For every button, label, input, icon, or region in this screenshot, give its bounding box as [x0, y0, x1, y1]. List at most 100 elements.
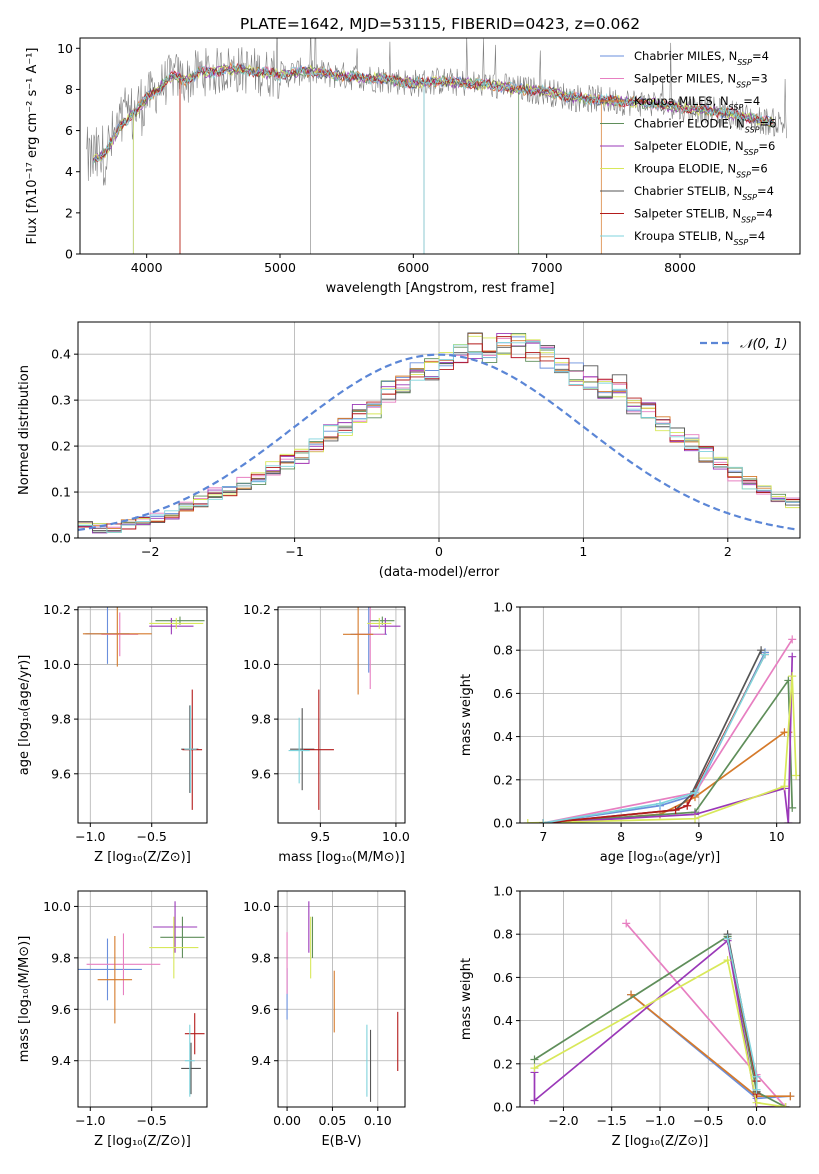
weight-vs-metallicity-panel: −2.0 −1.5 −1.0 −0.5 0.0 0.0 0.2 0.4 0.6 0.8 1.0 Z […: [459, 884, 801, 1149]
axes-frame: [77, 606, 208, 824]
y-tick-label: 9.4: [51, 1053, 71, 1068]
model-spectrum-line: [93, 62, 774, 254]
weight-marker: [761, 650, 769, 659]
model-spectrum-line: [92, 62, 774, 254]
y-tick-label: 0.4: [493, 729, 513, 744]
axes: −2 −1 0 1 2 0.0 0.1 0.2 0.3 0.4 (data-model)/error…: [17, 321, 801, 580]
data-point: [149, 617, 204, 629]
weight-marker: [691, 814, 699, 823]
y-tick-label: 0.8: [493, 927, 513, 942]
legend-entry: 𝒩(0, 1): [740, 337, 787, 352]
y-tick-label: 0.0: [51, 531, 71, 546]
data-point: [149, 617, 194, 635]
axes: 0.00 0.05 0.10 9.4 9.6 9.8 10.0 E(B-V): [243, 890, 406, 1149]
legend: 𝒩(0, 1): [700, 337, 787, 352]
weight-line: [543, 731, 789, 823]
weight-marker: [671, 806, 680, 815]
plot-area: [86, 38, 787, 254]
weight-marker: [622, 919, 631, 928]
legend-entry: Chabrier STELIB, NSSP=4: [634, 184, 774, 202]
x-tick-label: −1.0: [645, 1113, 675, 1128]
y-tick-label: 10.0: [243, 899, 271, 914]
y-tick-label: 9.8: [251, 950, 271, 965]
grid-lines: [278, 607, 405, 823]
y-axis-label: Flux [fλ10⁻¹⁷ erg cm⁻² s⁻¹ A⁻¹]: [25, 48, 40, 245]
x-tick-label: −2.0: [548, 1113, 578, 1128]
x-tick-label: 6000: [397, 260, 429, 275]
axes: −2.0 −1.5 −1.0 −0.5 0.0 0.0 0.2 0.4 0.6 0.8 1.0 Z […: [459, 884, 801, 1149]
legend: Chabrier MILES, NSSP=4 Salpeter MILES, NS…: [600, 49, 776, 247]
x-tick-label: 9: [695, 829, 703, 844]
x-axis-label: mass [log₁₀(M/M⊙)]: [278, 850, 405, 865]
x-tick-label: 2: [724, 544, 732, 559]
y-tick-label: 0.0: [493, 1100, 513, 1115]
figure-title: PLATE=1642, MJD=53115, FIBERID=0423, z=0…: [240, 15, 640, 33]
y-tick-label: 9.8: [251, 712, 271, 727]
y-tick-label: 0.3: [51, 393, 71, 408]
legend-entry: Salpeter MILES, NSSP=3: [634, 72, 768, 90]
axes: 9.5 10.0 9.6 9.8 10.0 10.2 mass [log₁₀(M/M⊙)]: [243, 602, 410, 865]
x-tick-label: 0: [435, 544, 443, 559]
x-tick-label: −1: [285, 544, 303, 559]
y-tick-label: 10: [57, 41, 73, 56]
weight-vs-age-panel: 7 8 9 10 0.0 0.2 0.4 0.6 0.8 1.0 age [log₁₀(age/yr…: [459, 600, 801, 865]
weight-marker: [788, 672, 797, 681]
y-tick-label: 0.4: [493, 1013, 513, 1028]
y-axis-label: age [log₁₀(age/yr)]: [17, 655, 32, 776]
x-tick-label: −0.5: [693, 1113, 723, 1128]
weight-marker: [784, 819, 793, 823]
data-point: [303, 689, 334, 810]
data-point: [184, 705, 197, 793]
weight-marker: [792, 771, 800, 780]
age-vs-metallicity-panel: −1.0 −0.5 9.6 9.8 10.0 10.2 Z [log₁₀(Z/Z⊙)] age…: [17, 602, 208, 865]
x-axis-label: Z [log₁₀(Z/Z⊙)]: [612, 1134, 709, 1149]
y-tick-label: 10.0: [43, 657, 71, 672]
y-tick-label: 8: [65, 82, 73, 97]
weight-line: [543, 652, 766, 823]
plot-area: [523, 635, 800, 823]
y-axis-label: mass [log₁₀(M/M⊙)]: [17, 936, 32, 1063]
axes: −1.0 −0.5 9.6 9.8 10.0 10.2 Z [log₁₀(Z/Z⊙)] age…: [17, 602, 208, 865]
y-tick-label: 0.1: [51, 485, 71, 500]
legend-entry: Kroupa STELIB, NSSP=4: [634, 229, 765, 247]
x-tick-label: −1.0: [75, 1113, 105, 1128]
weight-marker: [788, 635, 797, 644]
data-point: [367, 617, 392, 629]
y-tick-label: 0.8: [493, 643, 513, 658]
weight-line: [543, 654, 766, 823]
grid-lines: [278, 891, 405, 1107]
y-tick-label: 4: [65, 164, 73, 179]
plot-area: [288, 607, 401, 810]
data-point: [370, 617, 401, 635]
x-tick-label: 1: [579, 544, 587, 559]
x-axis-label: Z [log₁₀(Z/Z⊙)]: [94, 1134, 191, 1149]
y-axis-label: mass weight: [459, 674, 474, 756]
x-tick-label: 5000: [264, 260, 296, 275]
data-point: [86, 933, 161, 996]
data-point: [152, 901, 198, 953]
x-axis-label: E(B-V): [321, 1134, 361, 1149]
x-axis-label: (data-model)/error: [379, 565, 500, 580]
data-point: [184, 1013, 205, 1055]
weight-line: [630, 994, 791, 1100]
data-point: [184, 1024, 195, 1097]
weight-marker: [683, 801, 692, 810]
data-point: [181, 1042, 201, 1095]
y-tick-label: 0.6: [493, 970, 513, 985]
legend-entry: Salpeter STELIB, NSSP=4: [634, 207, 773, 225]
y-tick-label: 9.8: [51, 712, 71, 727]
legend-entry: Chabrier MILES, NSSP=4: [634, 49, 769, 67]
data-point: [288, 717, 310, 784]
data-point: [149, 916, 199, 979]
axes-frame: [277, 606, 406, 824]
data-point: [343, 607, 374, 695]
weight-marker: [691, 788, 699, 797]
x-tick-label: 10.0: [382, 829, 410, 844]
axes-frame: [277, 890, 406, 1108]
x-tick-label: 0.0: [747, 1113, 767, 1128]
weight-marker: [523, 819, 532, 823]
y-tick-label: 0.0: [493, 816, 513, 831]
y-tick-label: 0: [65, 247, 73, 262]
spectrum-panel: 4000 5000 6000 7000 8000 0 2 4 6 8 10 wavelength [A…: [25, 37, 801, 296]
